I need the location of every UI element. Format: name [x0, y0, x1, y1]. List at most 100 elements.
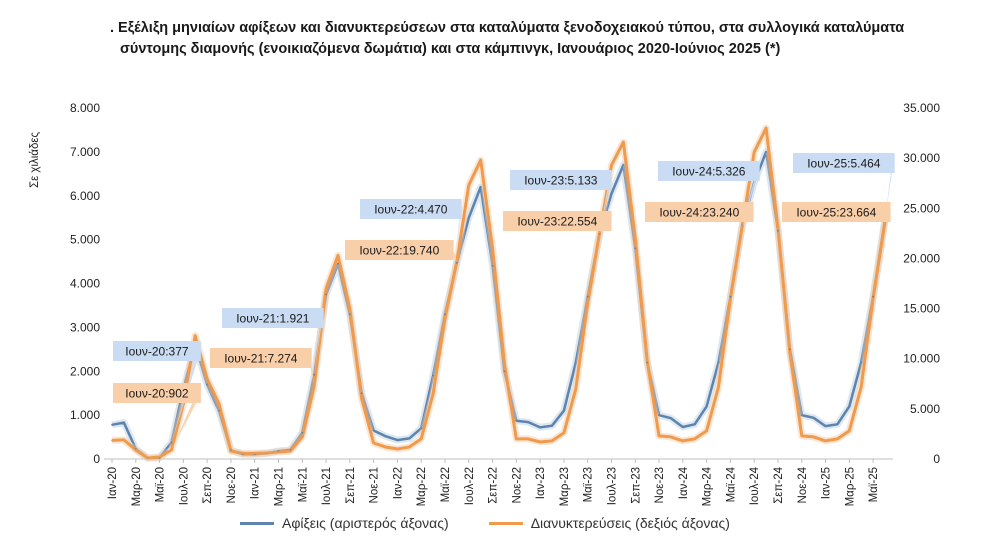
y-left-tick-label: 0: [93, 452, 100, 466]
data-point-nights: [146, 457, 149, 459]
callout-label: Ιουν-23:22.554: [517, 215, 597, 229]
data-point-nights: [384, 446, 387, 448]
callout-box: [645, 202, 754, 222]
data-point-arrivals: [563, 409, 565, 412]
data-point-arrivals: [693, 423, 696, 426]
annotation-layer: Ιουν-20:377 Ιουν-20:902 Ιουν-21:1.921 Ιουν-…: [113, 153, 895, 450]
data-point-arrivals: [432, 374, 434, 377]
data-point-arrivals: [420, 427, 423, 430]
y-right-tick-label: 15.000: [903, 302, 940, 316]
data-point-nights: [348, 307, 351, 310]
data-point-arrivals: [111, 423, 113, 426]
data-point-arrivals: [301, 431, 304, 434]
x-tick-label: Μαϊ-21: [297, 467, 309, 502]
data-point-arrivals: [717, 361, 720, 364]
data-point-nights: [325, 287, 327, 290]
data-point-arrivals: [206, 383, 209, 386]
x-tick-label: Νοε-21: [369, 467, 381, 503]
y-left-tick-label: 8.000: [70, 101, 100, 115]
legend-label-nights: Διανυκτερεύσεις (δεξιός άξονας): [530, 515, 730, 531]
y-right-tick-label: 20.000: [903, 251, 940, 265]
data-point-arrivals: [515, 419, 518, 422]
callout-box: [360, 199, 462, 219]
y-axis-label: Σε χιλιάδες: [29, 132, 41, 189]
data-point-nights: [777, 227, 779, 230]
data-point-nights: [444, 317, 446, 320]
x-tick-label: Μαρ-21: [273, 467, 285, 506]
y-right-tick-label: 5.000: [910, 402, 940, 416]
data-point-arrivals: [325, 293, 327, 296]
lines-layer: [111, 124, 889, 462]
callout-pointer: [171, 346, 199, 443]
callout-label: Ιουν-22:19.740: [359, 244, 439, 258]
data-point-arrivals: [848, 405, 851, 408]
x-tick-label: Μαϊ-20: [155, 467, 167, 502]
data-point-nights: [301, 436, 304, 438]
callout-label: Ιουν-24:23.240: [659, 206, 739, 220]
callout-box: [210, 348, 312, 368]
data-point-nights: [693, 438, 696, 440]
data-point-nights: [479, 159, 482, 162]
data-point-arrivals: [372, 429, 375, 432]
data-point-arrivals: [408, 437, 411, 440]
x-tick-label: Μαϊ-25: [868, 467, 880, 502]
data-point-nights: [586, 302, 589, 305]
y-left-tick-label: 3.000: [70, 320, 100, 334]
callout-label: Ιουν-24:5.326: [672, 165, 746, 179]
data-point-nights: [634, 237, 637, 240]
data-point-arrivals: [681, 426, 684, 428]
data-point-arrivals: [705, 405, 708, 408]
series-line-nights: [111, 126, 887, 460]
callout-box: [503, 211, 612, 231]
data-point-nights: [658, 435, 660, 437]
data-point-nights: [824, 440, 827, 442]
data-point-nights: [337, 254, 339, 257]
data-point-nights: [241, 452, 244, 455]
data-point-arrivals: [824, 425, 827, 427]
data-point-nights: [420, 438, 423, 440]
x-tick-label: Μαρ-20: [131, 467, 143, 506]
callout-label: Ιουν-22:4.470: [374, 203, 448, 217]
data-point-nights: [563, 432, 565, 434]
legend-label-arrivals: Αφίξεις (αριστερός άξονας): [282, 515, 449, 531]
data-point-nights: [230, 450, 232, 452]
callout-box: [222, 308, 324, 328]
data-point-arrivals: [503, 370, 506, 373]
data-point-arrivals: [491, 265, 494, 267]
y-right-tick-label: 10.000: [903, 352, 940, 366]
data-point-arrivals: [812, 416, 815, 419]
data-point-arrivals: [218, 409, 220, 412]
x-tick-label: Νοε-22: [511, 467, 523, 503]
data-point-arrivals: [122, 421, 125, 424]
data-point-arrivals: [860, 361, 863, 364]
callout-pointer: [314, 313, 322, 375]
callout-pointer: [451, 245, 457, 262]
y-left-tick-label: 5.000: [70, 233, 100, 247]
x-tick-label: Μαρ-24: [702, 466, 714, 506]
data-point-arrivals: [539, 426, 542, 429]
data-point-nights: [705, 430, 708, 432]
data-point-arrivals: [551, 424, 553, 427]
data-point-nights: [729, 297, 732, 300]
callout-box: [793, 153, 895, 173]
data-point-arrivals: [729, 295, 732, 298]
chart-title-line-1: . Εξέλιξη μηνιαίων αφίξεων και διανυκτερ…: [110, 20, 905, 36]
y-left-tick-label: 7.000: [70, 145, 100, 159]
callout-box: [510, 170, 612, 190]
x-tick-label: Σεπ-23: [630, 467, 642, 504]
data-point-arrivals: [396, 439, 399, 442]
data-point-nights: [622, 141, 625, 143]
data-point-nights: [122, 439, 125, 441]
data-point-nights: [265, 452, 268, 454]
x-tick-label: Νοε-24: [797, 466, 809, 503]
callout-label: Ιουν-20:377: [125, 345, 189, 359]
y-left-tick-label: 2.000: [70, 364, 100, 378]
y-right-tick-label: 35.000: [903, 101, 940, 115]
data-point-arrivals: [800, 414, 803, 417]
x-tick-label: Ιουλ-21: [321, 467, 333, 505]
data-point-nights: [753, 151, 756, 154]
data-point-arrivals: [670, 417, 672, 420]
data-point-nights: [788, 351, 791, 354]
data-point-arrivals: [348, 313, 351, 316]
